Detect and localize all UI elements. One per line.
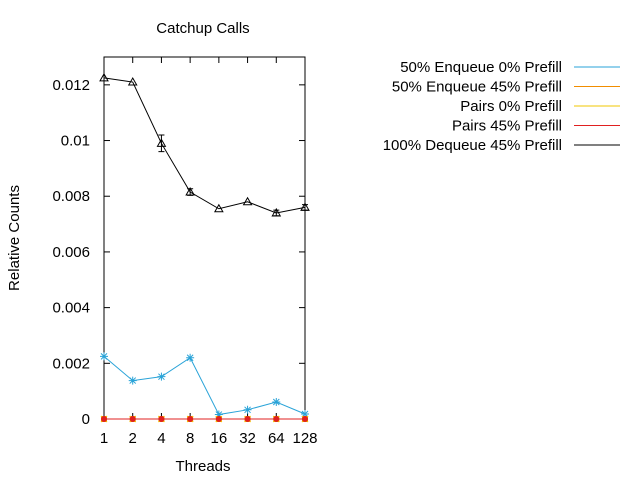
- data-point: [271, 207, 282, 217]
- x-tick-label: 128: [292, 430, 317, 447]
- data-point: [101, 416, 107, 422]
- data-point: [100, 352, 108, 361]
- data-point: [99, 72, 109, 82]
- data-point: [214, 410, 223, 419]
- data-point: [157, 372, 166, 381]
- data-point: [128, 376, 137, 385]
- legend: 50% Enqueue 0% Prefill 50% Enqueue 45% Pr…: [383, 59, 620, 154]
- legend-label: 50% Enqueue 0% Prefill: [400, 59, 562, 76]
- series-3: [101, 416, 308, 422]
- legend-item: 50% Enqueue 45% Prefill: [392, 79, 620, 96]
- legend-label: Pairs 0% Prefill: [460, 98, 562, 115]
- y-tick-label: 0.01: [61, 133, 90, 150]
- x-tick-label: 64: [268, 430, 285, 447]
- legend-item: Pairs 0% Prefill: [460, 98, 620, 115]
- data-point: [213, 203, 224, 213]
- data-point: [156, 138, 167, 147]
- x-tick-label: 1: [100, 430, 108, 447]
- data-point: [243, 405, 252, 414]
- plot-frame: [103, 56, 306, 420]
- data-point: [185, 187, 196, 196]
- y-tick-label: 0.012: [52, 77, 90, 94]
- legend-label: Pairs 45% Prefill: [452, 118, 562, 135]
- data-point: [273, 416, 280, 422]
- y-tick-label: 0.002: [52, 355, 90, 372]
- x-tick-label: 32: [239, 430, 256, 447]
- data-point: [302, 416, 308, 422]
- y-axis: 0 0.002 0.004 0.006 0.008 0.01 0.012: [52, 77, 305, 428]
- series-layer: [99, 72, 310, 423]
- series-4: [99, 72, 310, 217]
- data-point: [158, 416, 165, 422]
- y-tick-label: 0.008: [52, 188, 90, 205]
- data-point: [187, 416, 194, 422]
- x-axis: 1 2 4 8 16 32 64 128: [100, 57, 318, 447]
- x-tick-label: 4: [157, 430, 165, 447]
- data-point: [186, 353, 195, 362]
- y-tick-label: 0.004: [52, 300, 90, 317]
- data-point: [301, 409, 309, 418]
- data-point: [242, 196, 253, 206]
- data-point: [129, 416, 136, 422]
- data-point: [244, 416, 251, 422]
- x-tick-label: 16: [211, 430, 228, 447]
- data-point: [215, 416, 222, 422]
- chart-title: Catchup Calls: [156, 20, 249, 37]
- error-bar: [158, 134, 165, 153]
- x-axis-label: Threads: [175, 458, 230, 475]
- legend-item: 50% Enqueue 0% Prefill: [400, 59, 620, 76]
- data-point: [272, 398, 281, 407]
- y-axis-label: Relative Counts: [6, 185, 23, 291]
- series-line: [103, 77, 306, 214]
- y-tick-label: 0.006: [52, 244, 90, 261]
- legend-item: 100% Dequeue 45% Prefill: [383, 137, 620, 154]
- data-point: [127, 77, 138, 86]
- x-tick-label: 2: [129, 430, 137, 447]
- series-0: [100, 352, 309, 419]
- legend-label: 100% Dequeue 45% Prefill: [383, 137, 562, 154]
- y-tick-label: 0: [82, 411, 90, 428]
- x-tick-label: 8: [186, 430, 194, 447]
- legend-item: Pairs 45% Prefill: [452, 118, 620, 135]
- series-line: [103, 355, 306, 416]
- legend-label: 50% Enqueue 45% Prefill: [392, 79, 562, 96]
- data-point: [300, 202, 310, 211]
